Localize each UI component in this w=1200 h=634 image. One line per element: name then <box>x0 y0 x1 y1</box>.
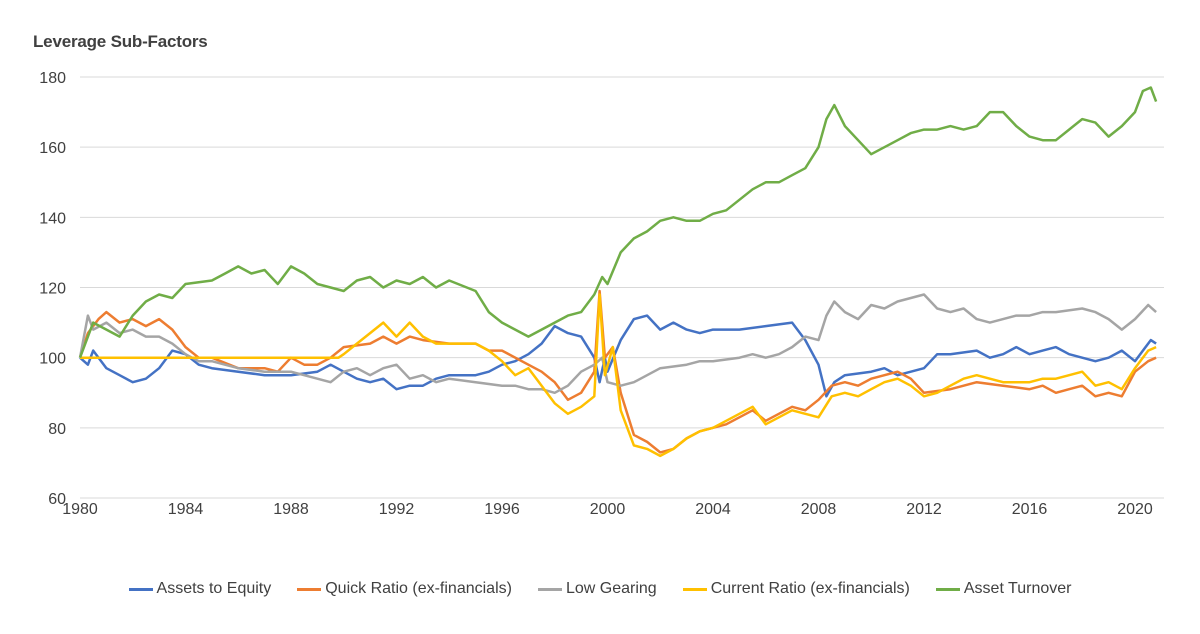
legend-swatch <box>935 587 960 591</box>
x-tick-label: 2020 <box>1117 501 1153 518</box>
legend-swatch <box>297 587 322 591</box>
legend-swatch <box>682 587 707 591</box>
x-tick-label: 1984 <box>168 501 204 518</box>
legend-swatch <box>537 587 562 591</box>
y-tick-label: 60 <box>48 491 66 508</box>
x-tick-label: 1996 <box>484 501 520 518</box>
x-tick-label: 1988 <box>273 501 309 518</box>
x-tick-label: 1992 <box>379 501 415 518</box>
legend-label: Quick Ratio (ex-financials) <box>325 580 512 597</box>
legend: Assets to Equity Quick Ratio (ex-financia… <box>0 580 1200 598</box>
x-tick-label: 2004 <box>695 501 731 518</box>
y-tick-label: 120 <box>39 281 66 298</box>
series-line-low-gearing <box>78 293 1157 395</box>
x-tick-label: 2008 <box>801 501 837 518</box>
chart-title: Leverage Sub-Factors <box>33 32 208 51</box>
y-tick-label: 140 <box>39 210 66 227</box>
x-tick-label: 2000 <box>590 501 626 518</box>
x-tick-label: 2012 <box>906 501 942 518</box>
legend-label: Low Gearing <box>565 580 657 597</box>
legend-label: Assets to Equity <box>156 580 272 597</box>
legend-label: Current Ratio (ex-financials) <box>710 580 910 597</box>
series-line-current-ratio-ex-financials <box>80 293 1157 458</box>
series-line-quick-ratio-ex-financials <box>78 289 1157 454</box>
legend-swatch <box>128 587 153 591</box>
y-tick-label: 80 <box>48 421 66 438</box>
legend-item: Current Ratio (ex-financials) <box>682 580 910 598</box>
legend-label: Asset Turnover <box>963 580 1072 597</box>
y-tick-label: 160 <box>39 140 66 157</box>
legend-item: Quick Ratio (ex-financials) <box>297 580 512 598</box>
legend-item: Assets to Equity <box>128 580 272 598</box>
y-tick-label: 180 <box>39 70 66 87</box>
series-line-asset-turnover <box>78 86 1158 359</box>
y-tick-label: 100 <box>39 351 66 368</box>
legend-item: Asset Turnover <box>935 580 1072 598</box>
x-tick-label: 1980 <box>62 501 98 518</box>
x-tick-label: 2016 <box>1012 501 1048 518</box>
legend-item: Low Gearing <box>537 580 657 598</box>
